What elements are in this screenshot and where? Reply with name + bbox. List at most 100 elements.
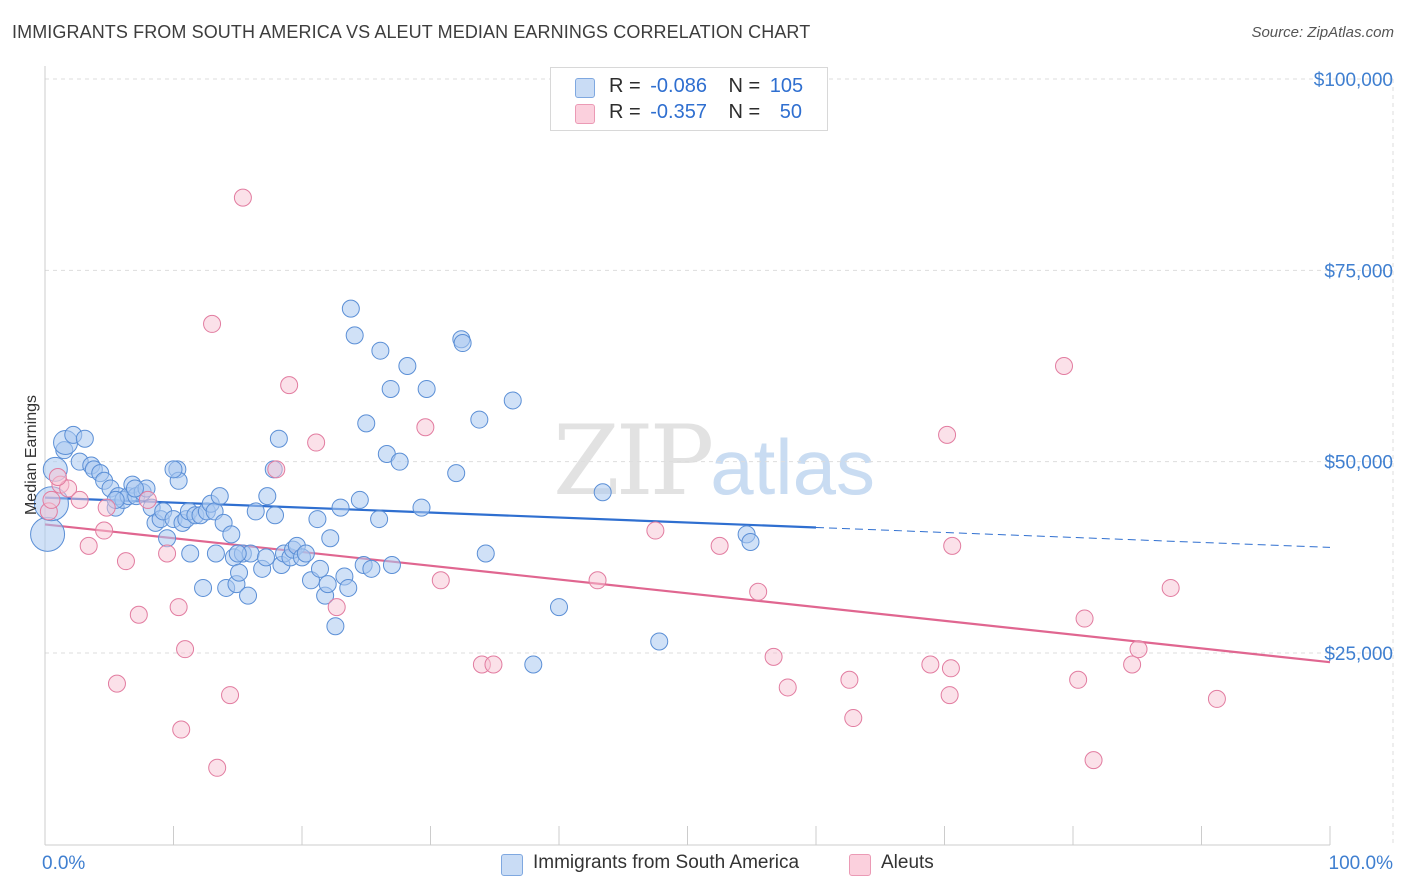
data-point bbox=[593, 483, 612, 502]
legend-text: R = -0.357 N = 50 bbox=[609, 101, 802, 124]
data-point bbox=[840, 670, 859, 689]
legend-swatch-pink bbox=[849, 854, 871, 876]
data-point bbox=[357, 414, 376, 433]
legend-swatch-pink bbox=[575, 104, 595, 124]
data-point bbox=[646, 521, 665, 540]
data-point bbox=[158, 544, 177, 563]
data-point bbox=[257, 548, 276, 567]
data-point bbox=[318, 575, 337, 594]
trend-line-south-america-extension bbox=[815, 526, 1331, 548]
data-point bbox=[164, 460, 183, 479]
chart-title: IMMIGRANTS FROM SOUTH AMERICA VS ALEUT M… bbox=[12, 22, 811, 42]
data-point bbox=[181, 544, 200, 563]
data-point bbox=[258, 487, 277, 506]
data-point bbox=[59, 479, 78, 498]
data-point bbox=[97, 498, 116, 517]
data-point bbox=[476, 544, 495, 563]
data-point bbox=[308, 510, 327, 529]
data-point bbox=[79, 536, 98, 555]
data-point bbox=[310, 559, 329, 578]
data-point bbox=[230, 563, 249, 582]
data-point bbox=[943, 536, 962, 555]
data-point bbox=[1129, 640, 1148, 659]
data-point bbox=[267, 460, 286, 479]
data-point bbox=[710, 536, 729, 555]
data-point bbox=[158, 529, 177, 548]
data-point bbox=[741, 533, 760, 552]
bottom-legend-label: Aleuts bbox=[881, 852, 934, 873]
data-point bbox=[321, 529, 340, 548]
data-point bbox=[371, 341, 390, 360]
legend-r-label: R = bbox=[609, 101, 641, 123]
data-point bbox=[116, 552, 135, 571]
data-point bbox=[1207, 689, 1226, 708]
data-point bbox=[296, 544, 315, 563]
y-tick-label: $75,000 bbox=[1324, 261, 1393, 282]
data-point bbox=[588, 571, 607, 590]
data-point bbox=[233, 188, 252, 207]
legend-n-label: N = bbox=[728, 101, 761, 123]
data-point bbox=[453, 334, 472, 353]
legend-n-label: N = bbox=[728, 75, 761, 97]
data-point bbox=[206, 544, 225, 563]
legend-text: R = -0.086 N = 105 bbox=[609, 75, 803, 98]
data-point bbox=[345, 326, 364, 345]
data-point bbox=[222, 525, 241, 544]
data-point bbox=[1069, 670, 1088, 689]
data-point bbox=[107, 674, 126, 693]
data-point bbox=[339, 578, 358, 597]
series-aleuts-points bbox=[39, 188, 1226, 777]
data-point bbox=[75, 429, 94, 448]
data-point bbox=[941, 659, 960, 678]
data-point bbox=[382, 555, 401, 574]
watermark-atlas: atlas bbox=[710, 423, 875, 511]
watermark: ZIPatlas bbox=[553, 405, 875, 517]
trend-lines bbox=[44, 496, 1331, 664]
bottom-legend-label: Immigrants from South America bbox=[533, 852, 800, 873]
data-point bbox=[269, 429, 288, 448]
data-point bbox=[42, 490, 61, 509]
data-point bbox=[524, 655, 543, 674]
data-point bbox=[362, 559, 381, 578]
x-tick-label: 0.0% bbox=[42, 853, 85, 874]
legend-r-value: -0.086 bbox=[650, 75, 707, 97]
data-point bbox=[416, 418, 435, 437]
data-point bbox=[203, 314, 222, 333]
data-point bbox=[169, 598, 188, 617]
data-point bbox=[1161, 578, 1180, 597]
data-point bbox=[125, 479, 144, 498]
data-point bbox=[844, 709, 863, 728]
data-point bbox=[370, 510, 389, 529]
data-point bbox=[239, 586, 258, 605]
data-point bbox=[390, 452, 409, 471]
data-point bbox=[326, 617, 345, 636]
data-point bbox=[778, 678, 797, 697]
data-point bbox=[412, 498, 431, 517]
data-point bbox=[30, 516, 66, 552]
legend-r-value: -0.357 bbox=[650, 101, 707, 123]
data-point bbox=[221, 686, 240, 705]
data-point bbox=[1084, 751, 1103, 770]
data-point bbox=[95, 521, 114, 540]
data-point bbox=[938, 425, 957, 444]
data-point bbox=[210, 487, 229, 506]
data-point bbox=[398, 357, 417, 375]
data-point bbox=[650, 632, 669, 651]
legend-swatch-blue bbox=[501, 854, 523, 876]
data-point bbox=[431, 571, 450, 590]
x-tick-label: 100.0% bbox=[1329, 853, 1394, 874]
data-point bbox=[381, 379, 400, 398]
data-point bbox=[470, 410, 489, 429]
data-point bbox=[940, 686, 959, 705]
y-tick-label: $50,000 bbox=[1324, 453, 1393, 474]
legend-r-label: R = bbox=[609, 75, 641, 97]
data-point bbox=[350, 490, 369, 509]
data-point bbox=[129, 605, 148, 624]
data-point bbox=[70, 490, 89, 509]
data-point bbox=[447, 464, 466, 483]
axes bbox=[44, 66, 1331, 846]
data-point bbox=[1075, 609, 1094, 628]
trend-line-aleuts bbox=[44, 523, 1331, 664]
data-point bbox=[484, 655, 503, 674]
